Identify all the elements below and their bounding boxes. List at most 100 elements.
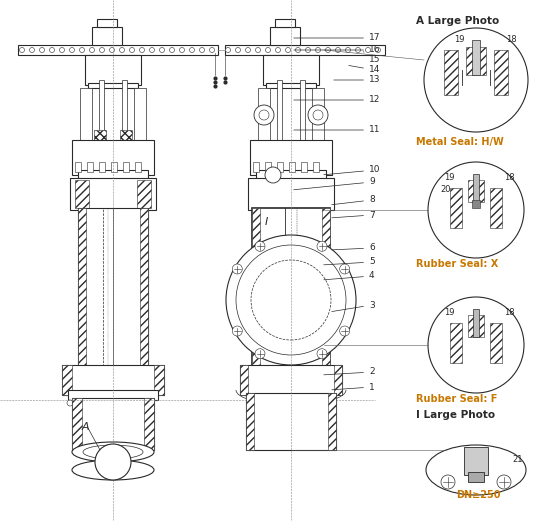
Text: I: I xyxy=(265,217,268,227)
Bar xyxy=(135,162,141,172)
Circle shape xyxy=(255,349,265,359)
Text: A: A xyxy=(82,422,90,432)
Circle shape xyxy=(345,48,350,52)
Text: 15: 15 xyxy=(363,51,381,65)
Circle shape xyxy=(308,105,328,125)
Text: DN≥250: DN≥250 xyxy=(456,490,500,500)
Circle shape xyxy=(376,48,381,52)
Text: 14: 14 xyxy=(349,66,381,75)
Bar xyxy=(277,80,282,330)
Circle shape xyxy=(90,48,95,52)
Bar xyxy=(494,50,508,95)
Circle shape xyxy=(119,48,124,52)
Circle shape xyxy=(127,400,133,406)
Text: 18: 18 xyxy=(504,308,515,317)
Bar xyxy=(444,50,458,95)
Circle shape xyxy=(107,400,113,406)
Bar xyxy=(472,40,480,75)
Bar xyxy=(85,55,141,85)
Bar xyxy=(468,180,484,202)
Bar xyxy=(94,130,106,150)
Bar xyxy=(97,19,117,27)
Bar xyxy=(225,45,385,55)
Bar xyxy=(137,180,151,208)
Circle shape xyxy=(316,48,321,52)
Bar xyxy=(240,365,342,395)
Bar xyxy=(322,208,330,390)
Text: 3: 3 xyxy=(332,301,375,312)
Circle shape xyxy=(80,48,85,52)
Bar xyxy=(122,80,127,330)
Bar xyxy=(72,140,154,175)
Bar xyxy=(246,393,336,450)
Circle shape xyxy=(69,48,74,52)
Circle shape xyxy=(254,105,274,125)
Bar xyxy=(92,27,122,45)
Bar xyxy=(80,88,92,330)
Circle shape xyxy=(265,167,281,183)
Circle shape xyxy=(147,400,153,406)
Circle shape xyxy=(137,400,143,406)
Circle shape xyxy=(140,48,145,52)
Bar xyxy=(473,174,479,202)
Bar xyxy=(88,83,138,88)
Bar xyxy=(99,80,104,330)
Bar xyxy=(248,178,334,210)
Text: 13: 13 xyxy=(334,75,381,84)
Bar xyxy=(62,365,72,395)
Text: 17: 17 xyxy=(294,33,381,42)
Bar xyxy=(72,398,82,450)
Ellipse shape xyxy=(72,460,154,480)
Circle shape xyxy=(295,48,300,52)
Bar xyxy=(334,365,342,395)
Bar xyxy=(144,398,154,450)
Bar xyxy=(246,393,254,450)
Bar xyxy=(252,208,260,390)
Bar xyxy=(308,55,316,80)
Text: 18: 18 xyxy=(504,173,515,182)
Text: 1: 1 xyxy=(332,383,375,392)
Bar xyxy=(99,162,105,172)
Bar xyxy=(275,19,295,27)
Circle shape xyxy=(317,349,327,359)
Text: 2: 2 xyxy=(324,367,375,376)
Bar xyxy=(134,88,146,330)
Bar xyxy=(253,162,259,172)
Bar xyxy=(88,55,96,80)
Circle shape xyxy=(210,48,215,52)
Circle shape xyxy=(251,260,331,340)
Circle shape xyxy=(40,48,45,52)
Circle shape xyxy=(355,48,360,52)
Bar xyxy=(75,162,81,172)
Circle shape xyxy=(259,110,269,120)
Circle shape xyxy=(169,48,174,52)
Circle shape xyxy=(313,110,323,120)
Circle shape xyxy=(232,264,243,274)
Circle shape xyxy=(129,48,135,52)
Bar xyxy=(300,80,305,330)
Text: 5: 5 xyxy=(324,258,375,267)
Bar xyxy=(256,170,326,180)
Circle shape xyxy=(366,48,371,52)
Ellipse shape xyxy=(426,445,526,495)
Bar xyxy=(468,472,484,482)
Bar xyxy=(87,162,93,172)
Bar xyxy=(62,365,164,395)
Bar xyxy=(263,55,319,85)
Circle shape xyxy=(50,48,54,52)
Text: 7: 7 xyxy=(332,210,375,219)
Text: 20: 20 xyxy=(440,185,450,194)
Bar xyxy=(313,162,319,172)
Circle shape xyxy=(245,48,250,52)
Bar xyxy=(70,178,156,210)
Bar xyxy=(270,27,300,45)
Circle shape xyxy=(305,48,311,52)
Bar xyxy=(78,208,148,370)
Bar xyxy=(472,200,480,208)
Circle shape xyxy=(340,264,350,274)
Text: 12: 12 xyxy=(294,95,381,104)
Circle shape xyxy=(117,400,123,406)
Bar xyxy=(473,309,479,337)
Circle shape xyxy=(150,48,155,52)
Bar xyxy=(266,55,274,80)
